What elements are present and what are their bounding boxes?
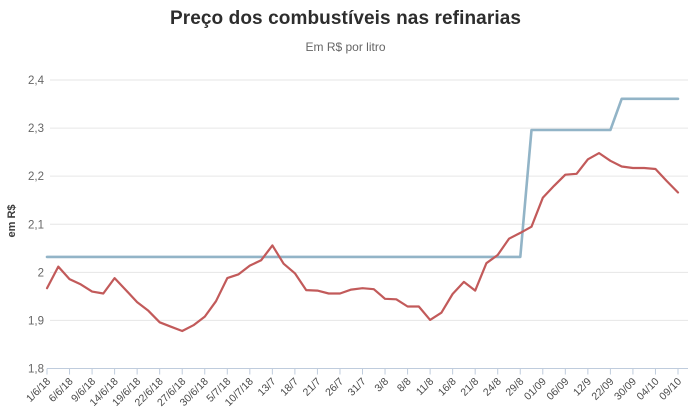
chart-title: Preço dos combustíveis nas refinarias xyxy=(169,8,522,29)
x-tick-label: 04/10 xyxy=(635,376,662,403)
x-tick-label: 16/8 xyxy=(436,376,459,399)
x-tick-label: 22/09 xyxy=(589,376,616,403)
y-tick-label: 2,1 xyxy=(28,219,44,231)
x-tick-label: 21/7 xyxy=(301,376,324,399)
x-tick-label: 6/6/18 xyxy=(47,376,76,405)
x-tick-label: 1/6/18 xyxy=(24,376,53,405)
x-tick-label: 06/09 xyxy=(544,376,571,403)
x-tick-label: 30/09 xyxy=(612,376,639,403)
x-tick-label: 11/8 xyxy=(414,376,436,398)
x-tick-label: 13/7 xyxy=(256,376,279,399)
red-line xyxy=(45,152,680,333)
x-tick-label: 09/10 xyxy=(657,376,684,403)
x-tick-label: 26/7 xyxy=(323,376,346,399)
y-tick-label: 1,9 xyxy=(28,315,44,327)
x-tick-label: 31/7 xyxy=(346,376,369,399)
x-tick-label: 01/09 xyxy=(522,376,549,403)
y-tick-label: 2,2 xyxy=(28,171,44,183)
y-tick-label: 1,8 xyxy=(28,364,44,376)
y-tick-label: 2,4 xyxy=(28,75,45,87)
x-tick-label: 21/8 xyxy=(458,376,481,399)
x-tick-label: 3/8 xyxy=(372,376,391,395)
x-tick-label: 18/7 xyxy=(278,376,301,399)
y-tick-label: 2,3 xyxy=(28,123,44,135)
x-tick-label: 24/8 xyxy=(481,376,504,399)
x-tick-label: 8/8 xyxy=(395,376,414,395)
chart-subtitle: Em R$ por litro xyxy=(305,40,386,54)
y-tick-label: 2 xyxy=(38,267,44,279)
blue-step-line xyxy=(45,97,680,259)
